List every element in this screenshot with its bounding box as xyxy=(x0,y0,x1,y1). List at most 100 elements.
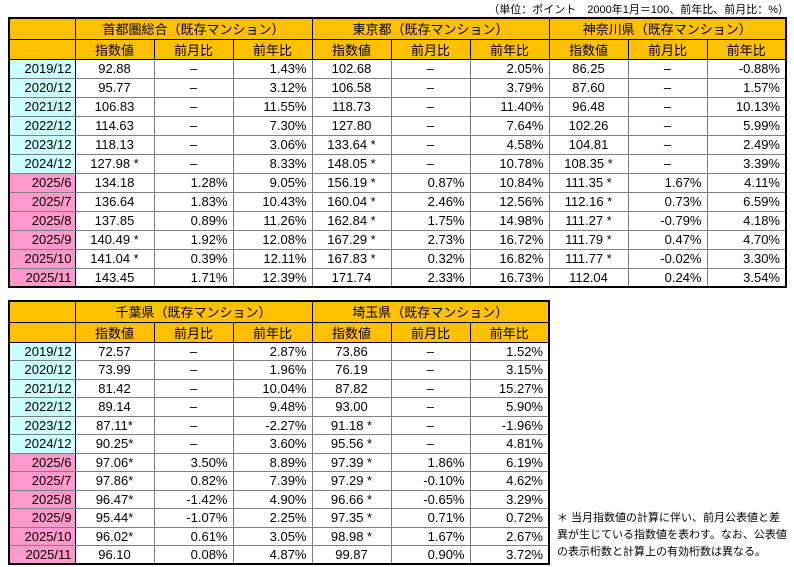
mom-value-cell: – xyxy=(390,341,471,361)
yoy-value-cell: 4.81% xyxy=(469,434,550,454)
mom-value-cell: 1.67% xyxy=(390,526,471,546)
index-value-cell: 98.98 * xyxy=(311,526,392,546)
mom-value-cell: – xyxy=(390,378,471,398)
index-value-cell: 96.10 xyxy=(74,545,155,565)
yoy-value-cell: 4.58% xyxy=(469,134,550,155)
yoy-col-header: 前年比 xyxy=(706,38,787,60)
region-title: 埼玉県（既存マンション） xyxy=(311,300,550,323)
yoy-value-cell: 1.43% xyxy=(232,58,313,79)
table-row: 2024/12 90.25* –3.60% 95.56 * –4.81% xyxy=(8,434,550,454)
mom-value-cell: – xyxy=(153,115,234,136)
yoy-value-cell: 3.79% xyxy=(469,77,550,98)
row-label: 2025/8 xyxy=(8,489,76,509)
yoy-value-cell: 3.15% xyxy=(469,360,550,380)
mom-value-cell: – xyxy=(390,415,471,435)
index-value-cell: 93.00 xyxy=(311,397,392,417)
yoy-value-cell: 7.30% xyxy=(232,115,313,136)
index-value-cell: 143.45 xyxy=(74,267,155,288)
index-value-cell: 95.56 * xyxy=(311,434,392,454)
index-value-cell: 136.64 xyxy=(74,191,155,212)
yoy-value-cell: 1.52% xyxy=(469,341,550,361)
mom-value-cell: – xyxy=(153,378,234,398)
mom-col-header: 前月比 xyxy=(153,321,234,343)
mom-col-header: 前月比 xyxy=(153,38,234,60)
yoy-value-cell: 4.87% xyxy=(232,545,313,565)
yoy-value-cell: 1.57% xyxy=(706,77,787,98)
yoy-value-cell: 10.84% xyxy=(469,172,550,193)
yoy-value-cell: 9.05% xyxy=(232,172,313,193)
row-label: 2025/11 xyxy=(8,267,76,288)
mom-value-cell: – xyxy=(390,397,471,417)
index-value-cell: 104.81 xyxy=(548,134,629,155)
index-value-cell: 102.68 xyxy=(311,58,392,79)
mom-value-cell: 1.83% xyxy=(153,191,234,212)
mom-value-cell: – xyxy=(153,134,234,155)
index-value-cell: 87.60 xyxy=(548,77,629,98)
table-row: 2025/6 97.06* 3.50% 8.89% 97.39 * 1.86% 6.19% xyxy=(8,452,550,472)
mom-value-cell: – xyxy=(390,96,471,117)
table-row: 2025/9 140.49 * 1.92% 12.08% 167.29 * 2.73% 16… xyxy=(8,229,787,250)
mom-value-cell: 0.82% xyxy=(153,471,234,491)
table-row: 2025/11 143.45 1.71% 12.39% 171.74 2.33% 16.73… xyxy=(8,267,787,288)
footnote: ＊ 当月指数値の計算に伴い、前月公表値と差異が生じている指数値を表わす。なお、公… xyxy=(557,512,787,558)
table-row: 2022/12 89.14–9.48% 93.00–5.90% xyxy=(8,397,550,417)
mom-value-cell: – xyxy=(153,434,234,454)
mom-value-cell: -0.79% xyxy=(627,210,708,231)
table-row: 2020/12 73.99–1.96% 76.19–3.15% xyxy=(8,360,550,380)
mom-value-cell: 1.67% xyxy=(627,172,708,193)
table-body: 2019/12 92.88–1.43% 102.68–2.05% 86.25– -0.8… xyxy=(8,58,787,288)
index-col-header: 指数値 xyxy=(311,38,392,60)
index-value-cell: 160.04 * xyxy=(311,191,392,212)
table-body: 2019/12 72.57–2.87% 73.86–1.52% 2020/12 73.9… xyxy=(8,341,550,565)
mom-value-cell: 1.86% xyxy=(390,452,471,472)
index-value-cell: 97.39 * xyxy=(311,452,392,472)
mom-value-cell: 0.90% xyxy=(390,545,471,565)
yoy-value-cell: 0.72% xyxy=(469,508,550,528)
yoy-col-header: 前年比 xyxy=(469,321,550,343)
mom-value-cell: – xyxy=(390,360,471,380)
yoy-value-cell: 3.30% xyxy=(706,248,787,269)
corner-cell xyxy=(8,321,76,343)
yoy-value-cell: 14.98% xyxy=(469,210,550,231)
mom-col-header: 前月比 xyxy=(390,38,471,60)
table-row: 2025/7 136.64 1.83% 10.43% 160.04 * 2.46% 12.5… xyxy=(8,191,787,212)
index-value-cell: 127.80 xyxy=(311,115,392,136)
index-col-header: 指数値 xyxy=(74,38,155,60)
mom-value-cell: – xyxy=(627,134,708,155)
yoy-value-cell: 3.05% xyxy=(232,526,313,546)
table-header: 千葉県（既存マンション） 埼玉県（既存マンション） 指数値 前月比 前年比 指数値 前月比前… xyxy=(8,300,550,343)
index-value-cell: 72.57 xyxy=(74,341,155,361)
yoy-value-cell: 2.49% xyxy=(706,134,787,155)
mom-col-header: 前月比 xyxy=(390,321,471,343)
index-value-cell: 112.16 * xyxy=(548,191,629,212)
index-value-cell: 127.98 * xyxy=(74,153,155,174)
mom-value-cell: -1.42% xyxy=(153,489,234,509)
mom-value-cell: 0.32% xyxy=(390,248,471,269)
yoy-value-cell: 10.78% xyxy=(469,153,550,174)
mom-value-cell: – xyxy=(627,96,708,117)
row-label: 2025/7 xyxy=(8,191,76,212)
yoy-value-cell: 4.70% xyxy=(706,229,787,250)
index-value-cell: 89.14 xyxy=(74,397,155,417)
mom-value-cell: 3.50% xyxy=(153,452,234,472)
index-value-cell: 118.13 xyxy=(74,134,155,155)
index-value-cell: 118.73 xyxy=(311,96,392,117)
yoy-value-cell: 11.40% xyxy=(469,96,550,117)
header-row-columns: 指数値 前月比 前年比 指数値 前月比 前年比 指数値 前月比 前年比 xyxy=(8,38,787,60)
row-label: 2020/12 xyxy=(8,77,76,98)
yoy-value-cell: 7.64% xyxy=(469,115,550,136)
mom-value-cell: – xyxy=(153,153,234,174)
index-value-cell: 76.19 xyxy=(311,360,392,380)
row-label: 2025/8 xyxy=(8,210,76,231)
yoy-value-cell: 6.59% xyxy=(706,191,787,212)
table-row: 2025/10 141.04 * 0.39% 12.11% 167.83 * 0.32% 1… xyxy=(8,248,787,269)
row-label: 2025/10 xyxy=(8,526,76,546)
index-value-cell: 96.48 xyxy=(548,96,629,117)
yoy-value-cell: 3.60% xyxy=(232,434,313,454)
table-row: 2023/12 118.13–3.06% 133.64 * –4.58% 104.81–… xyxy=(8,134,787,155)
mom-value-cell: – xyxy=(153,96,234,117)
mom-value-cell: 1.71% xyxy=(153,267,234,288)
mom-value-cell: 0.24% xyxy=(627,267,708,288)
mom-value-cell: 0.89% xyxy=(153,210,234,231)
mom-value-cell: 0.71% xyxy=(390,508,471,528)
